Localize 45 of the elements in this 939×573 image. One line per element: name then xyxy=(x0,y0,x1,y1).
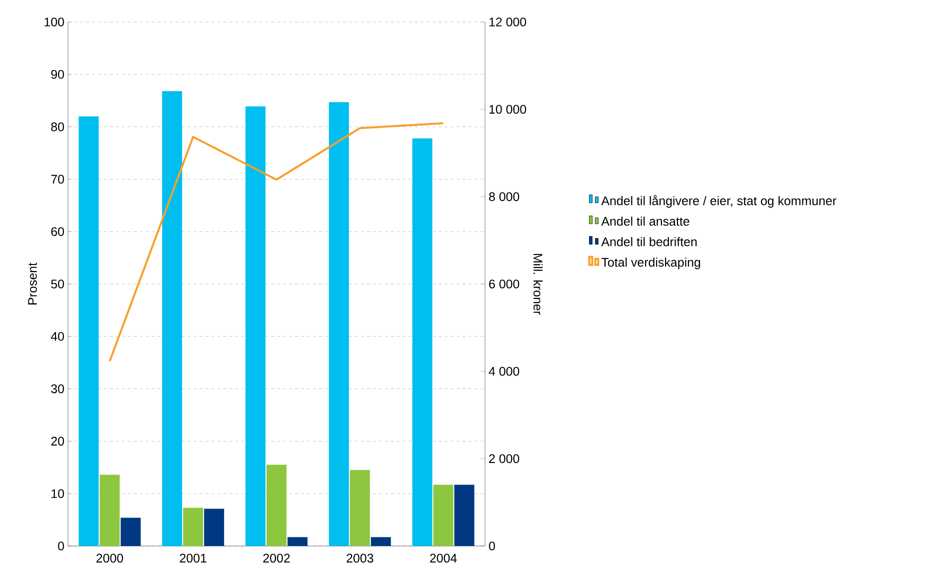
x-tick-label: 2000 xyxy=(96,554,124,563)
legend-label: Total verdiskaping xyxy=(602,258,700,270)
y2-tick-label: 0 xyxy=(489,542,495,550)
y-axis-title: Prosent xyxy=(28,262,37,304)
legend-label: Andel til bedriften xyxy=(601,237,697,246)
bar xyxy=(162,91,182,546)
y-tick-label: 30 xyxy=(51,384,64,394)
bar xyxy=(350,470,370,546)
x-tick-label: 2003 xyxy=(346,554,374,563)
y2-axis-title: Mill. kroner xyxy=(533,254,543,315)
x-tick-label: 2001 xyxy=(180,554,206,563)
y-tick-label: 20 xyxy=(51,436,64,446)
bar xyxy=(370,537,391,546)
bar xyxy=(454,484,474,546)
y2-tick-label: 10 000 xyxy=(489,104,526,114)
y2-tick-label: 12 000 xyxy=(489,18,526,26)
bar xyxy=(288,537,308,546)
legend-label: Andel til ansatte xyxy=(601,216,690,226)
bar xyxy=(412,138,432,546)
bar xyxy=(246,106,266,546)
bar xyxy=(120,518,141,546)
bar xyxy=(100,474,120,546)
bar xyxy=(266,464,286,546)
x-tick-label: 2004 xyxy=(430,554,457,563)
legend-label: Andel til långivere / eier, stat og kommuner xyxy=(601,195,836,208)
y-tick-label: 10 xyxy=(52,489,64,498)
bar xyxy=(433,484,454,546)
line-series xyxy=(108,122,444,362)
y2-tick-label: 2 000 xyxy=(489,454,520,464)
bar xyxy=(328,102,349,546)
y2-tick-label: 8 000 xyxy=(489,192,520,202)
y-tick-label: 0 xyxy=(58,542,64,550)
y2-tick-label: 4 000 xyxy=(488,366,520,376)
y-tick-label: 40 xyxy=(50,332,64,341)
y2-tick-label: 6 000 xyxy=(489,280,520,288)
y-tick-label: 90 xyxy=(51,70,64,79)
bar xyxy=(78,116,99,546)
y-tick-label: 100 xyxy=(44,18,64,26)
y-tick-label: 50 xyxy=(51,280,64,288)
y-tick-label: 60 xyxy=(51,227,64,236)
y-tick-label: 70 xyxy=(51,174,64,184)
bar xyxy=(183,508,204,546)
bar xyxy=(204,508,224,546)
x-tick-label: 2002 xyxy=(263,554,290,563)
y-tick-label: 80 xyxy=(51,122,64,132)
